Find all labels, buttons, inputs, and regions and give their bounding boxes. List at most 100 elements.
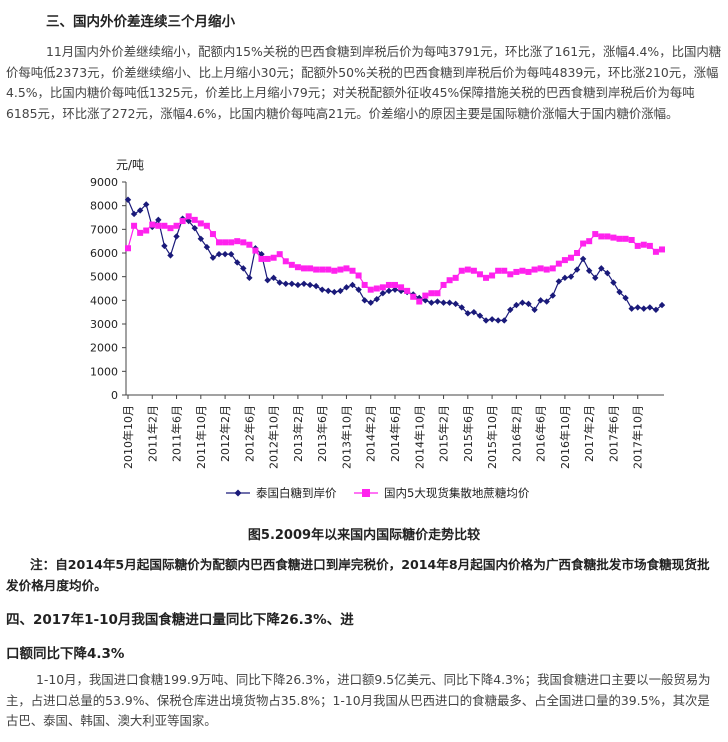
data-point-1 (294, 281, 302, 289)
y-tick-label: 3000 (90, 318, 118, 331)
x-tick-label: 2010年10月 (121, 405, 135, 469)
data-point-2 (464, 266, 471, 273)
data-point-1 (622, 294, 629, 302)
data-point-2 (337, 266, 344, 273)
data-point-1 (306, 281, 314, 289)
data-point-1 (646, 304, 654, 311)
data-point-1 (373, 295, 380, 303)
data-point-2 (604, 233, 611, 240)
data-point-2 (155, 222, 162, 229)
data-point-1 (173, 233, 180, 240)
data-point-2 (495, 267, 502, 274)
data-point-1 (616, 288, 623, 296)
data-point-1 (658, 301, 666, 309)
data-point-2 (379, 284, 386, 291)
data-point-1 (227, 250, 235, 258)
data-point-2 (513, 268, 520, 275)
data-point-1 (519, 299, 526, 306)
data-point-1 (234, 259, 241, 266)
data-point-2 (610, 234, 617, 241)
data-point-2 (549, 265, 556, 272)
data-point-1 (531, 306, 538, 313)
x-axis: 2010年10月 2011年2月 2011年6月 2011年10月 2012年2月 201… (121, 394, 664, 469)
x-tick-label: 2015年6月 (461, 405, 475, 462)
price-line-chart: 元/吨 0 1000 2000 3000 4000 5000 6000 7000 8000 9000… (90, 158, 666, 500)
x-tick-label: 2013年2月 (291, 405, 305, 462)
data-point-2 (622, 235, 629, 242)
data-point-1 (385, 287, 393, 295)
data-point-1 (379, 290, 387, 297)
data-point-1 (573, 266, 581, 273)
data-point-2 (228, 239, 235, 246)
data-point-2 (586, 238, 593, 245)
data-point-2 (125, 245, 131, 252)
data-point-2 (519, 267, 526, 274)
data-point-1 (155, 216, 162, 224)
data-point-2 (410, 293, 417, 300)
x-tick-label: 2013年10月 (339, 405, 353, 469)
data-point-1 (555, 278, 563, 285)
x-tick-label: 2015年2月 (437, 405, 451, 462)
data-point-1 (191, 224, 198, 232)
section-paragraph: 11月国内外价差继续缩小，配额内15%关税的巴西食糖到岸税后价为每吨3791元，… (6, 44, 722, 121)
data-point-2 (331, 267, 338, 274)
data-point-2 (580, 240, 587, 247)
data-point-1 (567, 273, 575, 280)
chart-series (124, 196, 666, 324)
data-point-2 (355, 272, 362, 279)
legend-marker-2 (362, 489, 370, 497)
data-point-2 (319, 266, 326, 273)
legend-label-2: 国内5大现货集散地蔗糖均价 (384, 486, 530, 500)
x-tick-label: 2014年10月 (412, 405, 426, 469)
data-point-1 (300, 280, 308, 287)
data-point-1 (288, 280, 296, 287)
data-point-1 (197, 235, 205, 242)
chart-legend: 泰国白糖到岸价 国内5大现货集散地蔗糖均价 (226, 486, 530, 500)
data-point-1 (464, 310, 472, 317)
data-point-1 (422, 297, 429, 304)
data-point-1 (221, 250, 229, 258)
data-point-2 (222, 239, 229, 246)
data-point-1 (525, 300, 532, 308)
data-point-2 (470, 267, 477, 274)
data-point-2 (640, 241, 647, 248)
data-point-2 (240, 239, 247, 246)
x-tick-label: 2015年10月 (485, 405, 499, 469)
data-point-2 (555, 260, 562, 267)
data-point-1 (136, 207, 144, 214)
data-point-2 (416, 298, 423, 305)
data-point-2 (131, 222, 138, 229)
data-point-1 (585, 267, 593, 274)
data-point-2 (525, 268, 532, 275)
x-tick-label: 2011年2月 (145, 405, 159, 462)
data-point-2 (288, 261, 295, 268)
data-point-1 (446, 299, 453, 306)
data-point-1 (143, 201, 150, 208)
y-tick-label: 7000 (90, 223, 118, 236)
data-point-1 (476, 312, 484, 319)
data-point-2 (137, 229, 144, 236)
data-point-2 (501, 267, 508, 274)
chart-note: 注：自2014年5月起国际糖价为配额内巴西食糖进口到岸完税价，2014年8月起国… (6, 557, 710, 593)
data-point-1 (440, 299, 447, 306)
section4-heading-line2: 口额同比下降4.3% (6, 646, 125, 662)
data-point-2 (143, 227, 150, 234)
x-tick-label: 2012年10月 (267, 405, 281, 469)
x-tick-label: 2013年6月 (315, 405, 329, 462)
data-point-2 (543, 266, 550, 273)
data-point-1 (604, 269, 611, 277)
data-point-2 (252, 247, 259, 254)
data-point-1 (203, 243, 211, 251)
data-point-1 (634, 304, 641, 311)
y-tick-label: 9000 (90, 176, 118, 189)
data-point-2 (167, 225, 174, 232)
data-point-2 (404, 287, 411, 294)
data-point-1 (167, 252, 174, 259)
data-point-1 (312, 282, 320, 290)
data-point-2 (282, 258, 289, 265)
data-point-2 (567, 254, 574, 261)
x-tick-label: 2011年6月 (170, 405, 184, 462)
y-tick-label: 8000 (90, 200, 118, 213)
data-point-2 (161, 222, 168, 229)
y-tick-label: 5000 (90, 271, 118, 284)
